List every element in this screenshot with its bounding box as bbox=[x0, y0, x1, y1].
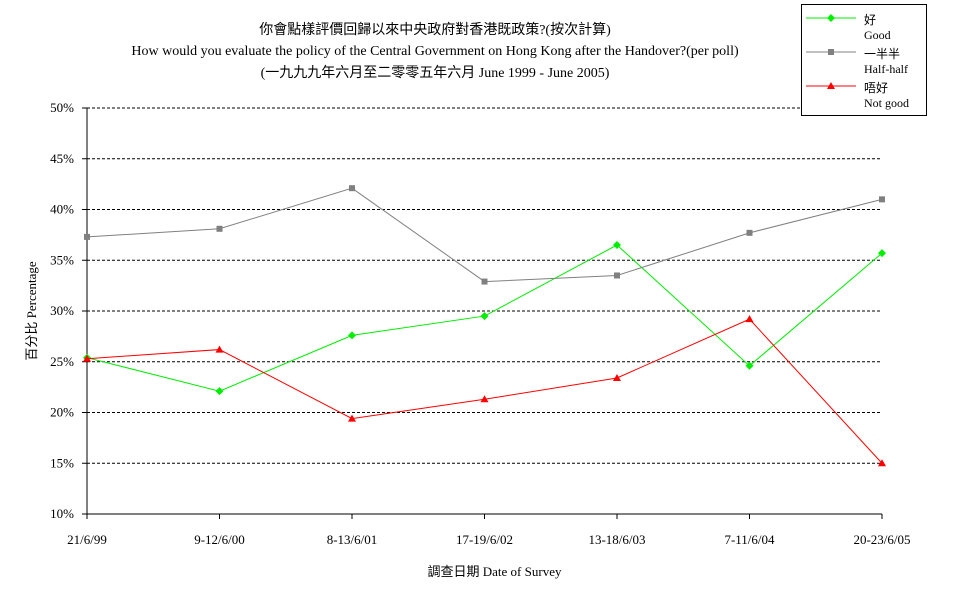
legend-marker-good bbox=[806, 14, 856, 22]
series-1-point-3 bbox=[481, 278, 488, 285]
x-axis-label: 調查日期 Date of Survey bbox=[428, 564, 562, 579]
tick-label-y-40: 40% bbox=[50, 202, 74, 217]
legend-marker-half bbox=[806, 49, 856, 55]
series-1-point-0 bbox=[84, 233, 90, 240]
tick-label-y-35: 35% bbox=[50, 252, 74, 267]
series-0-point-1 bbox=[215, 387, 224, 396]
series-0-point-3 bbox=[480, 312, 489, 321]
legend-triangle-icon bbox=[827, 82, 835, 89]
legend-label-half: 一半半 Half-half bbox=[864, 47, 908, 77]
series-1-point-1 bbox=[216, 225, 223, 232]
legend-label-good: 好 Good bbox=[864, 13, 891, 43]
tick-label-y-25: 25% bbox=[50, 354, 74, 369]
legend-item-half: 一半半 Half-half bbox=[806, 45, 926, 77]
y-axis-label: 百分比 Percentage bbox=[24, 261, 39, 361]
series-1-point-4 bbox=[614, 272, 620, 279]
series-line-1 bbox=[86, 187, 883, 283]
tick-label-y-45: 45% bbox=[50, 151, 74, 166]
legend-label-good-zh: 好 bbox=[864, 13, 877, 27]
legend-label-half-en: Half-half bbox=[864, 62, 908, 76]
legend-diamond-icon bbox=[827, 14, 835, 22]
legend-label-good-en: Good bbox=[864, 28, 891, 42]
tick-label-x-0: 21/6/99 bbox=[67, 532, 107, 547]
series-1-point-5 bbox=[746, 229, 753, 236]
tick-label-x-5: 7-11/6/04 bbox=[724, 532, 775, 547]
tick-label-x-4: 13-18/6/03 bbox=[588, 532, 645, 547]
tick-label-y-10: 10% bbox=[50, 506, 74, 521]
series-2-point-6 bbox=[878, 459, 886, 467]
tick-label-y-15: 15% bbox=[50, 455, 74, 470]
series-line-2 bbox=[86, 318, 883, 464]
legend-label-notgood-en: Not good bbox=[864, 96, 909, 110]
series-0-point-5 bbox=[745, 361, 754, 370]
tick-label-y-50: 50% bbox=[50, 100, 74, 115]
tick-label-x-2: 8-13/6/01 bbox=[327, 532, 378, 547]
legend-square-icon bbox=[828, 49, 834, 55]
series-2-point-4 bbox=[613, 373, 621, 381]
series-2-point-3 bbox=[480, 395, 489, 403]
tick-label-x-1: 9-12/6/00 bbox=[194, 532, 245, 547]
series-1-point-2 bbox=[349, 185, 355, 192]
series-2-point-5 bbox=[745, 315, 754, 323]
chart-title-en: How would you evaluate the policy of the… bbox=[131, 44, 739, 59]
legend-item-notgood: 唔好 Not good bbox=[806, 79, 926, 111]
series-1-point-6 bbox=[879, 196, 885, 203]
legend-label-half-zh: 一半半 bbox=[864, 47, 901, 61]
legend-label-notgood-zh: 唔好 bbox=[864, 81, 889, 95]
chart-legend: 好 Good 一半半 Half-half 唔好 Not good bbox=[801, 4, 927, 116]
series-0-point-4 bbox=[613, 241, 621, 250]
series-0-point-2 bbox=[348, 331, 356, 340]
chart-title-zh: 你會點樣評價回歸以來中央政府對香港既政策?(按次計算) bbox=[259, 23, 611, 38]
legend-item-good: 好 Good bbox=[806, 11, 926, 43]
series-2-point-2 bbox=[348, 414, 356, 422]
chart-title-range: (一九九九年六月至二零零五年六月 June 1999 - June 2005) bbox=[260, 66, 610, 81]
legend-label-notgood: 唔好 Not good bbox=[864, 81, 909, 111]
legend-marker-notgood bbox=[806, 82, 856, 89]
series-2-point-1 bbox=[215, 345, 224, 353]
tick-label-x-6: 20-23/6/05 bbox=[853, 532, 910, 547]
tick-label-y-20: 20% bbox=[50, 405, 74, 420]
series-0-point-6 bbox=[878, 249, 886, 258]
tick-label-x-3: 17-19/6/02 bbox=[456, 532, 513, 547]
series-2-point-0 bbox=[83, 354, 91, 362]
tick-label-y-30: 30% bbox=[50, 303, 74, 318]
